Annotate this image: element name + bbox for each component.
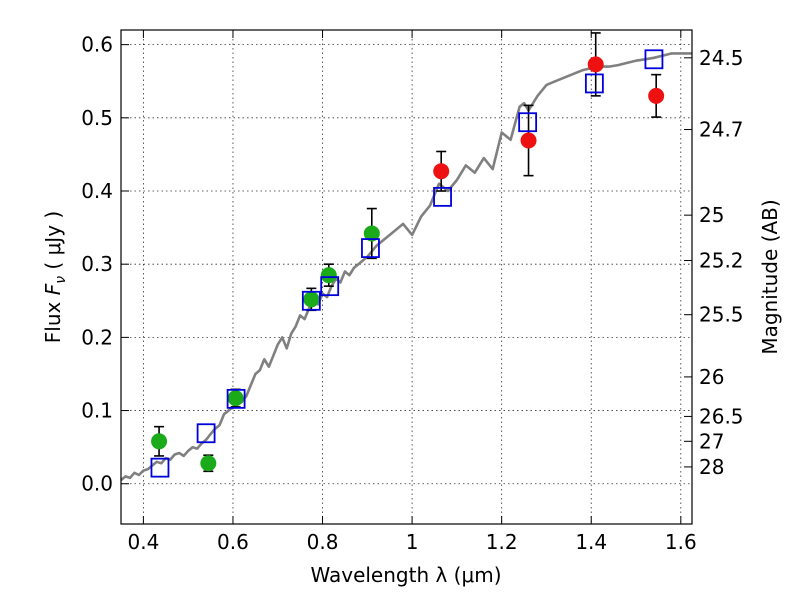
y-tick-label: 0.1 xyxy=(81,399,113,423)
red-point xyxy=(520,132,537,149)
red-point xyxy=(648,87,665,104)
x-tick-label: 1.2 xyxy=(486,530,518,554)
magnitude-tick-label: 28 xyxy=(699,455,724,479)
green-point xyxy=(227,390,244,407)
magnitude-tick-label: 26.5 xyxy=(699,404,744,428)
model-square xyxy=(150,457,170,478)
y-axis-label: Flux Fν ( μJy ) xyxy=(41,211,69,343)
y-axis-label-suffix: ( μJy ) xyxy=(41,211,65,276)
x-tick-label: 1.4 xyxy=(575,530,607,554)
x-axis-label: Wavelength λ (μm) xyxy=(310,563,501,587)
y-tick-label: 0.0 xyxy=(81,472,113,496)
green-point xyxy=(151,433,168,450)
model-square xyxy=(584,73,604,94)
model-square xyxy=(361,238,380,258)
red-point xyxy=(587,56,604,73)
model-square xyxy=(320,276,340,297)
model-square xyxy=(644,49,664,70)
model-square xyxy=(196,423,216,444)
model-square xyxy=(226,388,246,409)
magnitude-tick-label: 25 xyxy=(699,203,724,227)
magnitude-tick-label: 25.5 xyxy=(699,303,744,327)
red-point xyxy=(433,163,450,180)
x-axis-ticks: 0.4 0.6 0.8 1 1.2 1.4 1.6 xyxy=(127,30,697,554)
plot-frame xyxy=(120,29,693,525)
y-axis-label-prefix: Flux xyxy=(41,295,65,343)
magnitude-axis-label: Magnitude (AB) xyxy=(758,199,782,354)
green-point xyxy=(320,267,337,284)
model-spectrum-line xyxy=(120,52,692,482)
x-tick-label: 1 xyxy=(406,530,419,554)
model-square xyxy=(518,112,538,133)
y-tick-label: 0.4 xyxy=(81,179,113,203)
magnitude-tick-label: 25.2 xyxy=(699,249,744,273)
y-tick-label: 0.2 xyxy=(81,325,113,349)
x-tick-label: 0.6 xyxy=(217,530,249,554)
green-point xyxy=(200,455,217,472)
green-point xyxy=(303,291,320,308)
green-point xyxy=(363,225,380,242)
magnitude-tick-label: 26 xyxy=(699,365,724,389)
grid-lines xyxy=(121,30,692,524)
y-tick-label: 0.5 xyxy=(81,106,113,130)
magnitude-tick-label: 24.5 xyxy=(699,46,744,70)
magnitude-tick-label: 24.7 xyxy=(699,118,744,142)
model-square xyxy=(301,290,321,311)
y-axis-ticks: 0.0 0.1 0.2 0.3 0.4 0.5 0.6 xyxy=(81,33,129,496)
model-square xyxy=(433,186,452,207)
x-tick-label: 0.4 xyxy=(127,530,159,554)
y-axis-label-symbol: F xyxy=(41,283,65,295)
model-squares xyxy=(150,49,664,478)
error-bars xyxy=(154,32,662,473)
x-tick-label: 1.6 xyxy=(665,530,697,554)
y-tick-label: 0.3 xyxy=(81,252,113,276)
y-tick-label: 0.6 xyxy=(81,33,113,57)
y-axis-label-subscript: ν xyxy=(53,276,69,284)
x-tick-label: 0.8 xyxy=(307,530,339,554)
data-points xyxy=(151,56,665,472)
magnitude-tick-label: 27 xyxy=(699,429,724,453)
